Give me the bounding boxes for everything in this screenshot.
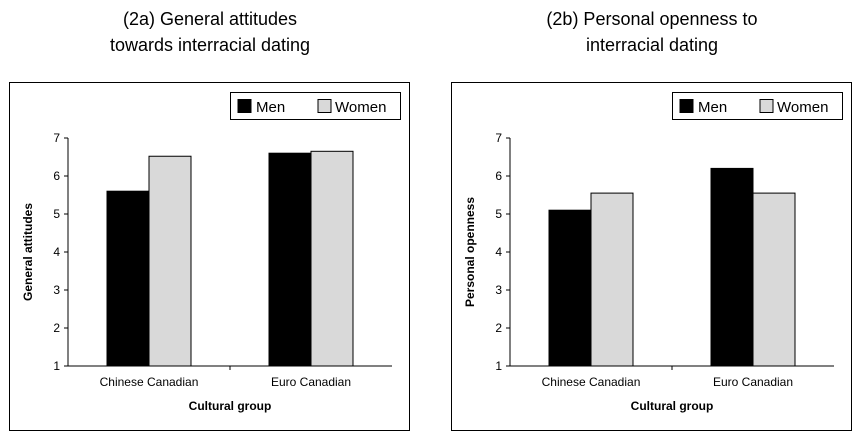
y-tick-label: 7 (53, 131, 60, 145)
bar-men (711, 168, 753, 366)
legend-label-women: Women (777, 99, 828, 116)
legend-label-men: Men (698, 99, 727, 116)
bar-men (549, 210, 591, 366)
y-tick-label: 7 (495, 131, 502, 145)
chart-panel-2a: (2a) General attitudes towards interraci… (0, 0, 420, 432)
chart-panel-2b: (2b) Personal openness to interracial da… (442, 0, 860, 432)
y-axis-title: Personal openness (463, 197, 477, 307)
y-tick-label: 2 (53, 321, 60, 335)
legend-label-men: Men (256, 99, 285, 116)
legend-swatch-women (760, 100, 773, 113)
y-tick-label: 6 (53, 169, 60, 183)
bar-men (107, 191, 149, 366)
bar-chart-2a: 1 2 3 4 5 6 7 Chinese Canadian Euro Canadian Cult… (0, 0, 420, 432)
bar-women (149, 156, 191, 366)
y-tick-label: 5 (53, 207, 60, 221)
y-tick-label: 3 (495, 283, 502, 297)
bar-women (591, 193, 633, 366)
x-tick-label: Euro Canadian (271, 375, 351, 389)
y-tick-label: 1 (495, 359, 502, 373)
legend-swatch-men (680, 100, 693, 113)
bar-women (311, 151, 353, 366)
y-axis-title: General attitudes (21, 203, 35, 301)
x-tick-label: Chinese Canadian (100, 375, 199, 389)
legend-label-women: Women (335, 99, 386, 116)
y-tick-label: 3 (53, 283, 60, 297)
x-axis-title: Cultural group (189, 399, 272, 413)
y-tick-label: 4 (53, 245, 60, 259)
legend-swatch-men (238, 100, 251, 113)
x-axis-title: Cultural group (631, 399, 714, 413)
y-tick-label: 4 (495, 245, 502, 259)
bar-chart-2b: 1 2 3 4 5 6 7 Chinese Canadian Euro Canadian Cult… (442, 0, 860, 432)
y-tick-label: 6 (495, 169, 502, 183)
legend: Men Women (673, 93, 843, 120)
x-tick-label: Euro Canadian (713, 375, 793, 389)
legend-swatch-women (318, 100, 331, 113)
legend: Men Women (231, 93, 401, 120)
bar-men (269, 153, 311, 366)
bar-women (753, 193, 795, 366)
y-tick-label: 2 (495, 321, 502, 335)
y-tick-label: 1 (53, 359, 60, 373)
y-tick-label: 5 (495, 207, 502, 221)
x-tick-label: Chinese Canadian (542, 375, 641, 389)
